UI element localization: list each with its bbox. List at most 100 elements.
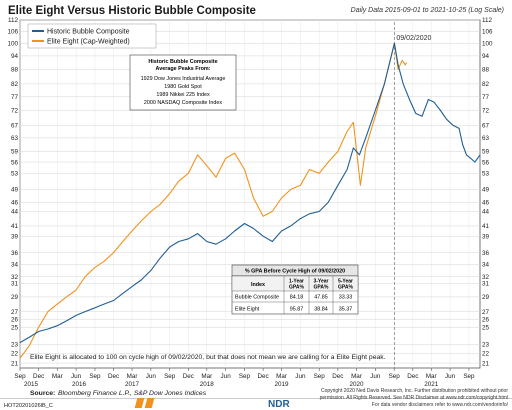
gpa-cell: 47.85 xyxy=(314,295,328,301)
y-tick-label-right: 88 xyxy=(482,67,490,74)
y-tick-label-right: 44 xyxy=(482,209,490,216)
source-text: Bloomberg Finance L.P., S&P Dow Jones In… xyxy=(58,390,207,397)
y-tick-label-right: 112 xyxy=(482,17,493,24)
x-tick-label: Sep xyxy=(14,373,26,380)
y-tick-label-right: 34 xyxy=(482,262,490,269)
y-tick-label-right: 59 xyxy=(482,149,490,156)
x-year-label: 2019 xyxy=(275,381,290,388)
y-tick-label-right: 26 xyxy=(482,316,490,323)
y-tick-label-right: 63 xyxy=(482,135,490,142)
gpa-cell: 35.37 xyxy=(339,307,353,313)
y-tick-label-right: 25 xyxy=(482,325,490,332)
x-tick-label: Mar xyxy=(127,373,138,380)
legend: Historic Bubble Composite Elite Eight (C… xyxy=(27,23,157,49)
x-tick-label: Sep xyxy=(164,373,176,380)
x-tick-label: Jun xyxy=(221,373,232,380)
x-year-label: 2016 xyxy=(72,381,87,388)
chart-title: Elite Eight Versus Historic Bubble Compo… xyxy=(8,5,256,17)
y-tick-label-left: 49 xyxy=(11,187,19,194)
historic-box-title-2: Average Peaks From: xyxy=(156,66,211,72)
copyright-line: Copyright 2020 Ned Davis Research, Inc. … xyxy=(321,388,508,394)
reference-line-layer: 09/02/2020 xyxy=(393,22,432,368)
y-tick-label-right: 27 xyxy=(482,309,490,316)
historic-box-title-1: Historic Bubble Composite xyxy=(148,59,217,65)
cycle-high-label: 09/02/2020 xyxy=(396,35,431,42)
x-tick-label: Mar xyxy=(52,373,63,380)
y-tick-label-right: 53 xyxy=(482,171,490,178)
y-tick-label-left: 29 xyxy=(11,294,19,301)
gpa-cell: 95.87 xyxy=(290,307,304,313)
x-tick-label: Jun xyxy=(370,373,381,380)
x-tick-label: Mar xyxy=(201,373,212,380)
ndr-logo-mark xyxy=(144,398,155,408)
y-tick-label-left: 72 xyxy=(11,108,19,115)
gpa-table-header-row xyxy=(231,275,359,292)
y-tick-label-right: 49 xyxy=(482,187,490,194)
y-tick-label-right: 31 xyxy=(482,280,490,287)
gpa-header-3y: 3-Year xyxy=(313,279,328,285)
chart-subtitle: Daily Data 2015-09-01 to 2021-10-25 (Log… xyxy=(351,7,504,14)
y-tick-label-left: 26 xyxy=(11,316,19,323)
y-tick-label-right: 72 xyxy=(482,108,490,115)
source-label: Source: xyxy=(30,390,55,397)
x-tick-label: Dec xyxy=(332,373,343,380)
y-tick-label-left: 31 xyxy=(11,280,19,287)
gpa-header-1y: 1-Year xyxy=(289,279,304,285)
y-tick-label-left: 22 xyxy=(11,351,19,358)
x-year-label: 2015 xyxy=(24,381,39,388)
series-line-historic xyxy=(19,42,481,344)
y-tick-label-left: 46 xyxy=(11,200,19,207)
y-tick-label-left: 82 xyxy=(11,81,19,88)
x-tick-label: Jun xyxy=(445,373,456,380)
historic-box-item: 1989 Nikkei 225 Index xyxy=(156,92,210,98)
y-tick-label-left: 100 xyxy=(7,40,18,47)
y-tick-label-left: 106 xyxy=(7,28,18,35)
x-tick-label: Mar xyxy=(426,373,437,380)
copyright-line: For data vendor disclaimers refer to www… xyxy=(372,402,509,408)
y-tick-label-left: 94 xyxy=(11,53,19,60)
gpa-header-index: Index xyxy=(251,282,265,288)
y-tick-label-left: 88 xyxy=(11,67,19,74)
y-tick-label-left: 53 xyxy=(11,171,19,178)
gpa-table-title: % GPA Before Cycle High of 09/02/2020 xyxy=(245,269,345,275)
y-tick-label-left: 21 xyxy=(11,360,19,367)
x-tick-label: Jun xyxy=(146,373,157,380)
y-tick-label-right: 36 xyxy=(482,250,490,257)
x-tick-label: Dec xyxy=(258,373,269,380)
x-year-label: 2020 xyxy=(349,381,364,388)
ndr-logo-icon: NDR xyxy=(134,398,290,410)
x-tick-label: Sep xyxy=(89,373,101,380)
historic-box-item: 2000 NASDAQ Composite Index xyxy=(144,100,223,106)
y-tick-label-right: 29 xyxy=(482,294,490,301)
x-axis: Sep Dec Mar Jun Sep Dec Mar Jun Sep Dec Mar Jun Sep D… xyxy=(14,368,475,388)
y-tick-label-right: 21 xyxy=(482,360,490,367)
historic-composite-box: Historic Bubble Composite Average Peaks … xyxy=(129,54,237,111)
y-tick-label-left: 32 xyxy=(11,274,19,281)
y-tick-label-right: 46 xyxy=(482,200,490,207)
x-tick-label: Jun xyxy=(71,373,82,380)
y-tick-label-left: 36 xyxy=(11,250,19,257)
y-tick-label-right: 77 xyxy=(482,94,490,101)
gpa-table: % GPA Before Cycle High of 09/02/2020 In… xyxy=(231,264,359,315)
legend-label-elite: Elite Eight (Cap-Weighted) xyxy=(47,39,130,46)
y-tick-label-left: 44 xyxy=(11,209,19,216)
x-tick-label: Jun xyxy=(295,373,306,380)
copyright-line: permission. All Rights Reserved. See NDR… xyxy=(320,395,508,401)
x-tick-label: Dec xyxy=(407,373,418,380)
gpa-cell: Bubble Composite xyxy=(235,295,279,301)
historic-box-item: 1980 Gold Spot xyxy=(164,84,202,90)
x-tick-label: Mar xyxy=(276,373,287,380)
x-year-label: 2018 xyxy=(200,381,215,388)
y-tick-label-left: 56 xyxy=(11,159,19,166)
footnote: Elite Eight is allocated to 100 on cycle… xyxy=(30,354,386,361)
series-line-elite xyxy=(19,42,408,359)
gpa-header-1y: GPA% xyxy=(289,285,304,291)
y-tick-label-left: 34 xyxy=(11,262,19,269)
y-tick-label-left: 59 xyxy=(11,149,19,156)
y-tick-label-left: 23 xyxy=(11,342,19,349)
plot-area xyxy=(19,19,481,369)
historic-box-frame xyxy=(129,54,237,111)
x-year-label: 2021 xyxy=(424,381,439,388)
